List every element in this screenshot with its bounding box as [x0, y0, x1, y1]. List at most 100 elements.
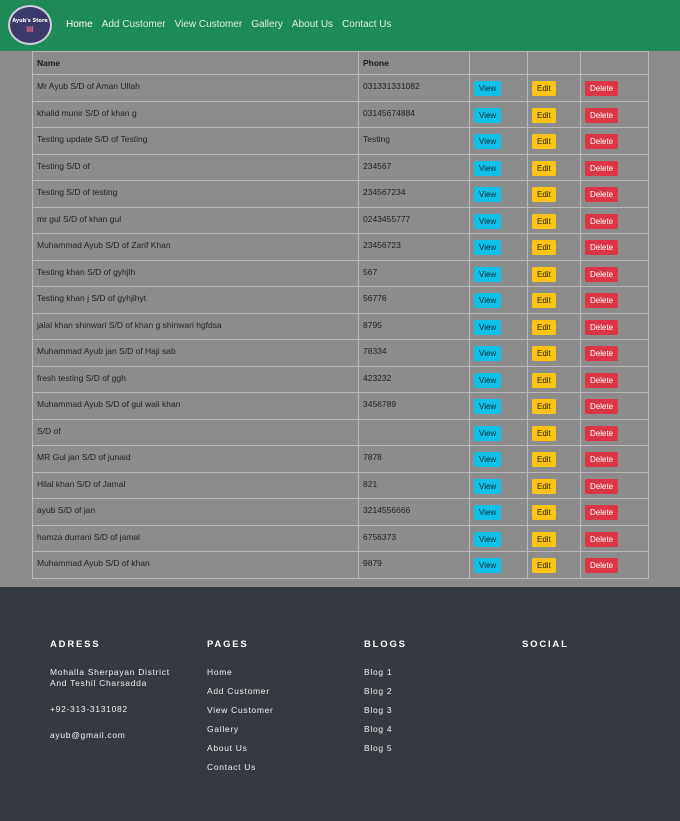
shopping-cart-icon: ▤: [26, 23, 34, 33]
delete-button[interactable]: Delete: [585, 107, 619, 123]
footer-link-view-customer[interactable]: View Customer: [207, 705, 274, 715]
view-button[interactable]: View: [474, 266, 502, 282]
edit-cell: Edit: [527, 153, 581, 181]
edit-button[interactable]: Edit: [532, 213, 556, 229]
delete-button[interactable]: Delete: [585, 266, 619, 282]
view-button[interactable]: View: [474, 425, 502, 441]
delete-button[interactable]: Delete: [585, 531, 619, 547]
nav-link-gallery[interactable]: Gallery: [251, 19, 283, 30]
view-button[interactable]: View: [474, 213, 502, 229]
edit-button[interactable]: Edit: [532, 452, 556, 467]
edit-button[interactable]: Edit: [532, 266, 556, 282]
view-button[interactable]: View: [474, 187, 502, 202]
delete-cell: Delete: [580, 392, 649, 420]
nav-link-home[interactable]: Home: [66, 19, 93, 30]
delete-button[interactable]: Delete: [585, 160, 619, 176]
view-button[interactable]: View: [474, 319, 502, 335]
view-button[interactable]: View: [474, 558, 502, 573]
footer-link-home[interactable]: Home: [207, 667, 233, 677]
nav-link-about-us[interactable]: About Us: [291, 19, 334, 30]
delete-cell: Delete: [580, 551, 649, 579]
view-button[interactable]: View: [474, 240, 502, 255]
delete-button[interactable]: Delete: [585, 293, 619, 308]
delete-button[interactable]: Delete: [585, 134, 619, 149]
delete-button[interactable]: Delete: [585, 346, 619, 361]
blogs-heading: BLOGS: [364, 639, 407, 650]
footer-blog-link-blog-4[interactable]: Blog 4: [364, 724, 393, 734]
footer-link-add-customer[interactable]: Add Customer: [207, 686, 270, 696]
delete-button[interactable]: Delete: [585, 319, 619, 335]
view-button[interactable]: View: [474, 346, 502, 361]
table-row: jalal khan shinwari S/D of khan g shinwa…: [32, 312, 649, 340]
footer-link-contact-us[interactable]: Contact Us: [207, 762, 257, 772]
footer-blog-link-blog-1[interactable]: Blog 1: [364, 667, 393, 677]
delete-button[interactable]: Delete: [585, 558, 619, 573]
view-cell: View: [469, 233, 528, 261]
nav-link-add-customer[interactable]: Add Customer: [101, 19, 166, 30]
edit-button[interactable]: Edit: [532, 107, 556, 123]
customer-name: S/D of: [32, 418, 359, 446]
edit-button[interactable]: Edit: [532, 478, 556, 494]
view-button[interactable]: View: [474, 505, 502, 520]
table-row: Muhammad Ayub S/D of gul wali khan 345678…: [32, 392, 649, 420]
footer-blog-link-blog-5[interactable]: Blog 5: [364, 743, 393, 753]
edit-cell: Edit: [527, 259, 581, 287]
delete-button[interactable]: Delete: [585, 505, 619, 520]
view-button[interactable]: View: [474, 81, 502, 96]
footer-link-about-us[interactable]: About Us: [207, 743, 248, 753]
delete-cell: Delete: [580, 365, 649, 393]
edit-button[interactable]: Edit: [532, 134, 556, 149]
table-row: Muhammad Ayub S/D of Zarif Khan 23456723 V…: [32, 233, 649, 261]
footer-blog-link-blog-3[interactable]: Blog 3: [364, 705, 393, 715]
view-button[interactable]: View: [474, 399, 502, 414]
delete-button[interactable]: Delete: [585, 187, 619, 202]
delete-button[interactable]: Delete: [585, 372, 619, 388]
edit-cell: Edit: [527, 233, 581, 261]
edit-button[interactable]: Edit: [532, 558, 556, 573]
view-button[interactable]: View: [474, 531, 502, 547]
footer-link-gallery[interactable]: Gallery: [207, 724, 239, 734]
store-logo[interactable]: Ayub's Store ▤: [8, 5, 52, 45]
delete-button[interactable]: Delete: [585, 425, 619, 441]
table-row: Testing khan S/D of gyhjlh 567 View Edit Del…: [32, 259, 649, 287]
edit-button[interactable]: Edit: [532, 531, 556, 547]
edit-button[interactable]: Edit: [532, 319, 556, 335]
view-button[interactable]: View: [474, 372, 502, 388]
view-button[interactable]: View: [474, 478, 502, 494]
edit-button[interactable]: Edit: [532, 160, 556, 176]
nav-link-contact-us[interactable]: Contact Us: [342, 19, 392, 30]
table-row: Testing khan j S/D of gyhjlhyt 56776 View E…: [32, 286, 649, 314]
view-button[interactable]: View: [474, 107, 502, 123]
nav-link-view-customer[interactable]: View Customer: [174, 19, 243, 30]
delete-button[interactable]: Delete: [585, 478, 619, 494]
delete-button[interactable]: Delete: [585, 213, 619, 229]
view-cell: View: [469, 153, 528, 181]
delete-button[interactable]: Delete: [585, 240, 619, 255]
edit-cell: Edit: [527, 339, 581, 367]
delete-button[interactable]: Delete: [585, 81, 619, 96]
edit-button[interactable]: Edit: [532, 240, 556, 255]
edit-button[interactable]: Edit: [532, 399, 556, 414]
delete-button[interactable]: Delete: [585, 452, 619, 467]
view-cell: View: [469, 392, 528, 420]
footer-blog-link-blog-2[interactable]: Blog 2: [364, 686, 393, 696]
edit-button[interactable]: Edit: [532, 81, 556, 96]
delete-button[interactable]: Delete: [585, 399, 619, 414]
edit-cell: Edit: [527, 100, 581, 128]
view-button[interactable]: View: [474, 134, 502, 149]
view-button[interactable]: View: [474, 452, 502, 467]
edit-button[interactable]: Edit: [532, 293, 556, 308]
delete-cell: Delete: [580, 524, 649, 552]
edit-cell: Edit: [527, 312, 581, 340]
delete-column-header: [580, 51, 649, 75]
table-row: Testing update S/D of Testing Testing View…: [32, 127, 649, 155]
edit-button[interactable]: Edit: [532, 187, 556, 202]
edit-button[interactable]: Edit: [532, 372, 556, 388]
view-button[interactable]: View: [474, 160, 502, 176]
view-cell: View: [469, 365, 528, 393]
edit-cell: Edit: [527, 127, 581, 155]
edit-button[interactable]: Edit: [532, 425, 556, 441]
edit-button[interactable]: Edit: [532, 505, 556, 520]
view-button[interactable]: View: [474, 293, 502, 308]
edit-button[interactable]: Edit: [532, 346, 556, 361]
